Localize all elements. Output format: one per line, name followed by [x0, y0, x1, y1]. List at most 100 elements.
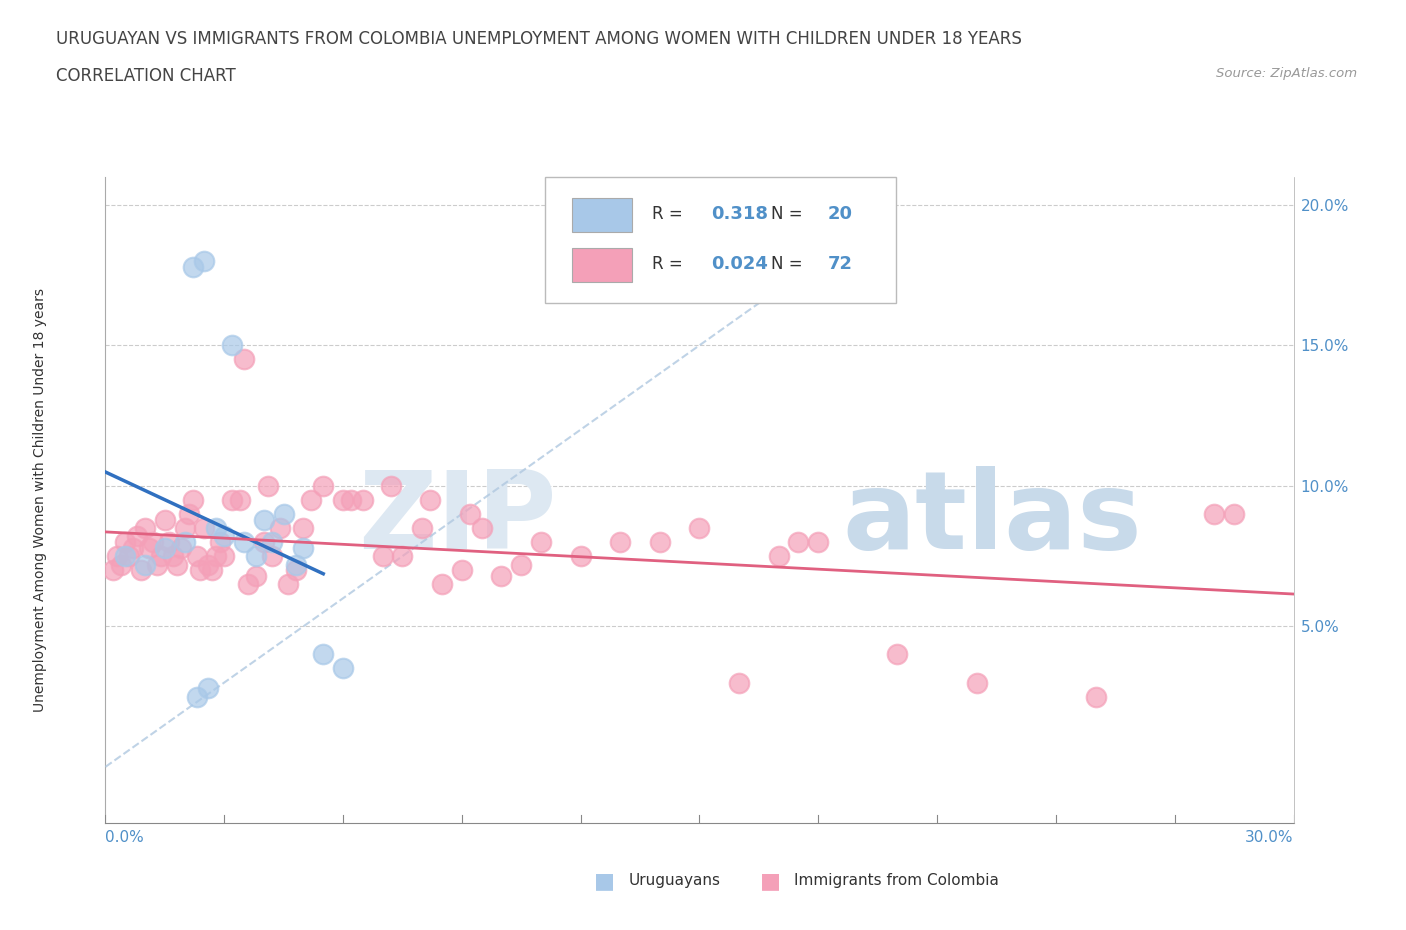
Point	[332, 493, 354, 508]
Point	[181, 259, 204, 274]
Point	[214, 549, 236, 564]
Point	[391, 549, 413, 564]
Point	[340, 493, 363, 508]
Text: N =: N =	[770, 205, 807, 222]
FancyBboxPatch shape	[572, 248, 631, 282]
Point	[299, 493, 322, 508]
Point	[253, 512, 276, 527]
Point	[450, 563, 472, 578]
Point	[181, 493, 204, 508]
Text: 72: 72	[828, 255, 853, 273]
Point	[229, 493, 252, 508]
Point	[332, 661, 354, 676]
Point	[471, 521, 494, 536]
Point	[312, 478, 335, 493]
Point	[728, 675, 751, 690]
Text: ■: ■	[761, 870, 780, 891]
Text: Source: ZipAtlas.com: Source: ZipAtlas.com	[1216, 67, 1357, 80]
Point	[768, 549, 790, 564]
Point	[253, 535, 276, 550]
Point	[411, 521, 433, 536]
Point	[1084, 689, 1107, 704]
Point	[142, 535, 165, 550]
Text: ■: ■	[595, 870, 614, 891]
Point	[186, 549, 208, 564]
Point	[197, 681, 219, 696]
Text: 20: 20	[828, 205, 853, 222]
Point	[173, 535, 195, 550]
Point	[245, 568, 267, 583]
Text: URUGUAYAN VS IMMIGRANTS FROM COLOMBIA UNEMPLOYMENT AMONG WOMEN WITH CHILDREN UND: URUGUAYAN VS IMMIGRANTS FROM COLOMBIA UN…	[56, 30, 1022, 47]
Point	[118, 549, 141, 564]
Point	[114, 535, 136, 550]
Point	[530, 535, 553, 550]
Point	[209, 535, 232, 550]
Point	[146, 557, 169, 572]
Point	[787, 535, 810, 550]
Point	[170, 540, 193, 555]
Point	[162, 549, 184, 564]
Text: Unemployment Among Women with Children Under 18 years: Unemployment Among Women with Children U…	[34, 288, 48, 711]
Point	[292, 540, 315, 555]
Point	[138, 540, 160, 555]
Point	[371, 549, 394, 564]
Point	[134, 521, 156, 536]
Point	[233, 535, 256, 550]
Point	[419, 493, 441, 508]
Point	[352, 493, 374, 508]
Point	[569, 549, 592, 564]
Point	[105, 549, 128, 564]
Point	[886, 647, 908, 662]
Point	[260, 549, 283, 564]
Point	[1223, 507, 1246, 522]
Point	[966, 675, 988, 690]
Point	[129, 563, 152, 578]
Point	[166, 557, 188, 572]
Text: 0.024: 0.024	[711, 255, 768, 273]
Point	[153, 540, 176, 555]
Point	[134, 557, 156, 572]
Point	[292, 521, 315, 536]
Point	[190, 563, 212, 578]
Point	[103, 563, 125, 578]
Point	[157, 535, 180, 550]
Point	[284, 557, 307, 572]
Point	[177, 507, 200, 522]
Point	[380, 478, 402, 493]
Text: CORRELATION CHART: CORRELATION CHART	[56, 67, 236, 85]
Point	[510, 557, 533, 572]
Point	[430, 577, 453, 591]
Point	[689, 521, 711, 536]
Point	[284, 563, 307, 578]
Text: R =: R =	[652, 255, 688, 273]
Point	[609, 535, 631, 550]
Point	[458, 507, 481, 522]
Text: 0.318: 0.318	[711, 205, 768, 222]
Point	[193, 521, 215, 536]
Point	[127, 529, 149, 544]
Point	[312, 647, 335, 662]
Text: 0.0%: 0.0%	[105, 830, 145, 845]
Point	[233, 352, 256, 366]
Text: Uruguayans: Uruguayans	[628, 873, 720, 888]
Point	[277, 577, 299, 591]
Point	[110, 557, 132, 572]
Point	[273, 507, 295, 522]
Text: R =: R =	[652, 205, 688, 222]
Text: N =: N =	[770, 255, 807, 273]
Text: atlas: atlas	[842, 466, 1142, 572]
Point	[197, 557, 219, 572]
Point	[491, 568, 513, 583]
Point	[648, 535, 671, 550]
Point	[256, 478, 278, 493]
Point	[221, 493, 243, 508]
Point	[205, 521, 228, 536]
Point	[186, 689, 208, 704]
Point	[807, 535, 830, 550]
FancyBboxPatch shape	[572, 198, 631, 232]
Point	[173, 521, 195, 536]
Point	[114, 549, 136, 564]
Text: 30.0%: 30.0%	[1246, 830, 1294, 845]
Point	[214, 529, 236, 544]
Point	[236, 577, 259, 591]
